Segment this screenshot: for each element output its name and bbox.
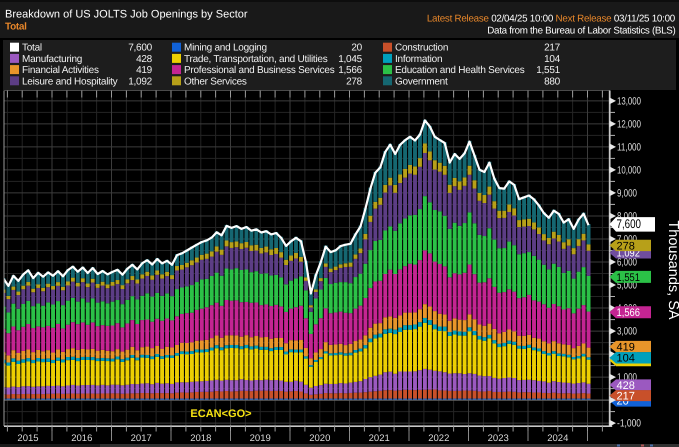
svg-text:2015: 2015 [17, 433, 38, 444]
svg-text:419: 419 [617, 342, 635, 354]
svg-text:1,092: 1,092 [128, 76, 152, 87]
svg-text:2023: 2023 [488, 433, 509, 444]
svg-text:Government: Government [395, 76, 448, 87]
svg-text:428: 428 [617, 380, 635, 392]
svg-text:2019: 2019 [250, 433, 271, 444]
svg-text:2024: 2024 [547, 433, 568, 444]
svg-text:Financial Activities: Financial Activities [22, 65, 99, 76]
svg-text:Thousands, SA: Thousands, SA [665, 220, 679, 319]
svg-text:1,045: 1,045 [338, 54, 362, 65]
svg-text:6,000: 6,000 [617, 257, 637, 269]
svg-text:217: 217 [544, 43, 561, 54]
svg-text:Leisure and Hospitality: Leisure and Hospitality [22, 76, 118, 87]
svg-text:2017: 2017 [131, 433, 152, 444]
svg-text:Total: Total [22, 43, 42, 54]
svg-text:-1,000: -1,000 [617, 418, 641, 430]
svg-text:Other Services: Other Services [184, 76, 247, 87]
svg-text:Professional and Business Serv: Professional and Business Services [184, 65, 335, 76]
svg-text:2020: 2020 [309, 433, 330, 444]
svg-text:880: 880 [544, 76, 561, 87]
svg-text:13,000: 13,000 [617, 96, 641, 108]
svg-text:2022: 2022 [428, 433, 449, 444]
svg-text:Total: Total [5, 21, 27, 32]
svg-text:2021: 2021 [369, 433, 390, 444]
svg-text:10,000: 10,000 [617, 165, 641, 177]
svg-text:Trade, Transportation, and Uti: Trade, Transportation, and Utilities [184, 54, 328, 65]
svg-text:104: 104 [544, 54, 561, 65]
svg-text:2018: 2018 [190, 433, 211, 444]
svg-text:Latest Release 02/04/25 10:00: Latest Release 02/04/25 10:00 Next Relea… [427, 13, 676, 24]
svg-text:2016: 2016 [71, 433, 92, 444]
svg-text:Education and Health Services: Education and Health Services [395, 65, 525, 76]
svg-text:Manufacturing: Manufacturing [22, 54, 82, 65]
svg-text:428: 428 [136, 54, 153, 65]
svg-text:7,600: 7,600 [617, 217, 642, 231]
svg-text:Mining and Logging: Mining and Logging [184, 43, 267, 54]
svg-text:419: 419 [136, 65, 153, 76]
svg-text:Data from the Bureau of Labor: Data from the Bureau of Labor Statistics… [487, 26, 675, 37]
svg-text:1,566: 1,566 [617, 307, 641, 319]
svg-text:7,600: 7,600 [128, 43, 152, 54]
svg-text:20: 20 [351, 43, 362, 54]
svg-text:Information: Information [395, 54, 442, 65]
svg-text:11,000: 11,000 [617, 142, 641, 154]
svg-text:1,566: 1,566 [338, 65, 362, 76]
svg-text:1,551: 1,551 [617, 272, 641, 284]
svg-text:1,551: 1,551 [536, 65, 560, 76]
svg-text:9,000: 9,000 [617, 188, 637, 200]
svg-text:104: 104 [617, 353, 635, 365]
svg-text:217: 217 [617, 391, 635, 403]
svg-text:278: 278 [617, 240, 635, 252]
svg-text:Breakdown of US JOLTS Job Open: Breakdown of US JOLTS Job Openings by Se… [5, 8, 248, 20]
svg-text:3,000: 3,000 [617, 326, 637, 338]
svg-text:278: 278 [346, 76, 363, 87]
svg-text:ECAN<GO>: ECAN<GO> [190, 408, 251, 420]
svg-text:12,000: 12,000 [617, 119, 641, 131]
svg-text:Construction: Construction [395, 43, 448, 54]
